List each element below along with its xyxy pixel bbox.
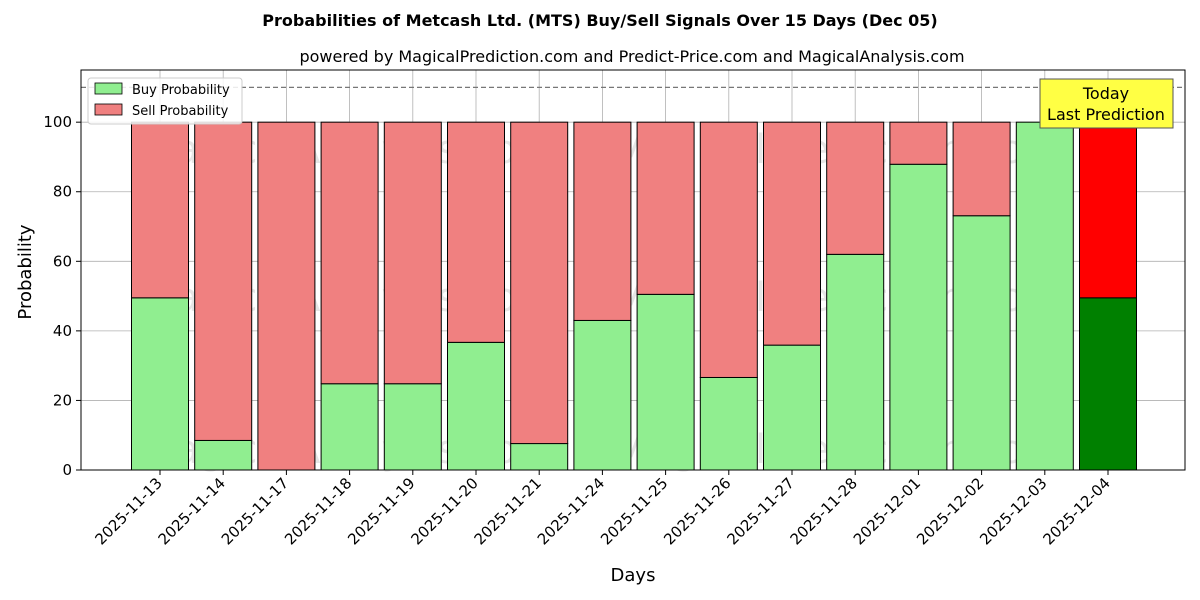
x-tick-label: 2025-11-24 (534, 474, 608, 548)
plot-frame (80, 69, 1186, 471)
buy-bar (699, 376, 758, 471)
annotation-line2: Last Prediction (1047, 105, 1165, 124)
x-tick-label: 2025-11-28 (787, 474, 861, 548)
sell-bar (573, 121, 632, 321)
bars (131, 121, 1137, 471)
buy-bar (383, 383, 442, 471)
y-tick-label: 100 (43, 113, 72, 131)
sell-bar (1079, 121, 1137, 299)
buy-bar (320, 383, 379, 471)
buy-bar (1015, 121, 1074, 471)
annotation-line1: Today (1082, 84, 1129, 103)
x-tick-label: 2025-11-26 (660, 474, 734, 548)
legend-buy-swatch (94, 82, 123, 95)
buy-bar (1079, 297, 1137, 471)
buy-bar (826, 253, 885, 471)
buy-bar (131, 297, 189, 471)
x-tick-label: 2025-11-20 (407, 474, 481, 548)
buy-bar (889, 163, 948, 471)
sell-bar (510, 121, 569, 445)
x-tick-label: 2025-12-02 (913, 474, 987, 548)
sell-bar (699, 121, 758, 378)
today-annotation: Today Last Prediction (1039, 78, 1174, 129)
sell-bar (131, 121, 189, 299)
legend-sell-label: Sell Probability (132, 104, 229, 119)
sell-bar (889, 121, 948, 165)
x-tick-label: 2025-11-27 (723, 474, 797, 548)
y-tick-label: 80 (53, 183, 72, 201)
buy-bar (636, 293, 695, 471)
buy-bar (952, 215, 1011, 471)
chart-title: Probabilities of Metcash Ltd. (MTS) Buy/… (262, 11, 937, 30)
x-tick-label: 2025-12-03 (976, 474, 1050, 548)
sell-bar (826, 121, 885, 255)
buy-bar (763, 344, 821, 471)
buy-bar (510, 443, 569, 471)
chart-subtitle: powered by MagicalPrediction.com and Pre… (299, 47, 964, 66)
sell-bar (636, 121, 695, 295)
annotation-box (1039, 78, 1174, 129)
sell-bar (320, 121, 379, 385)
buy-bar (194, 439, 253, 471)
x-tick-label: 2025-11-17 (218, 474, 292, 548)
x-tick-label: 2025-11-18 (281, 474, 355, 548)
x-tick-label: 2025-12-04 (1039, 474, 1113, 548)
legend-sell-swatch (94, 103, 123, 116)
sell-bar (952, 121, 1011, 217)
y-axis: 0 20 40 60 80 100 (43, 113, 81, 479)
x-tick-label: 2025-11-14 (155, 474, 229, 548)
buy-bar (447, 341, 505, 471)
x-tick-label: 2025-11-21 (471, 474, 545, 548)
sell-bar (257, 121, 316, 471)
y-tick-label: 0 (62, 461, 72, 479)
x-tick-label: 2025-11-19 (344, 474, 418, 548)
y-axis-label: Probability (15, 224, 36, 319)
buy-bar (573, 319, 632, 471)
sell-bar (383, 121, 442, 385)
x-tick-label: 2025-11-25 (597, 474, 671, 548)
x-tick-label: 2025-12-01 (850, 474, 924, 548)
y-tick-label: 20 (53, 391, 72, 409)
legend-box (87, 77, 243, 125)
sell-bar (447, 121, 505, 343)
x-axis-label: Days (611, 565, 656, 586)
x-tick-label: 2025-11-13 (91, 474, 165, 548)
legend-buy-label: Buy Probability (132, 83, 230, 98)
sell-bar (194, 121, 253, 441)
sell-bar (763, 121, 821, 346)
y-tick-label: 40 (53, 322, 72, 340)
y-tick-label: 60 (53, 252, 72, 270)
legend: Buy Probability Sell Probability (87, 77, 243, 125)
x-axis: 2025-11-132025-11-142025-11-172025-11-18… (91, 470, 1114, 548)
